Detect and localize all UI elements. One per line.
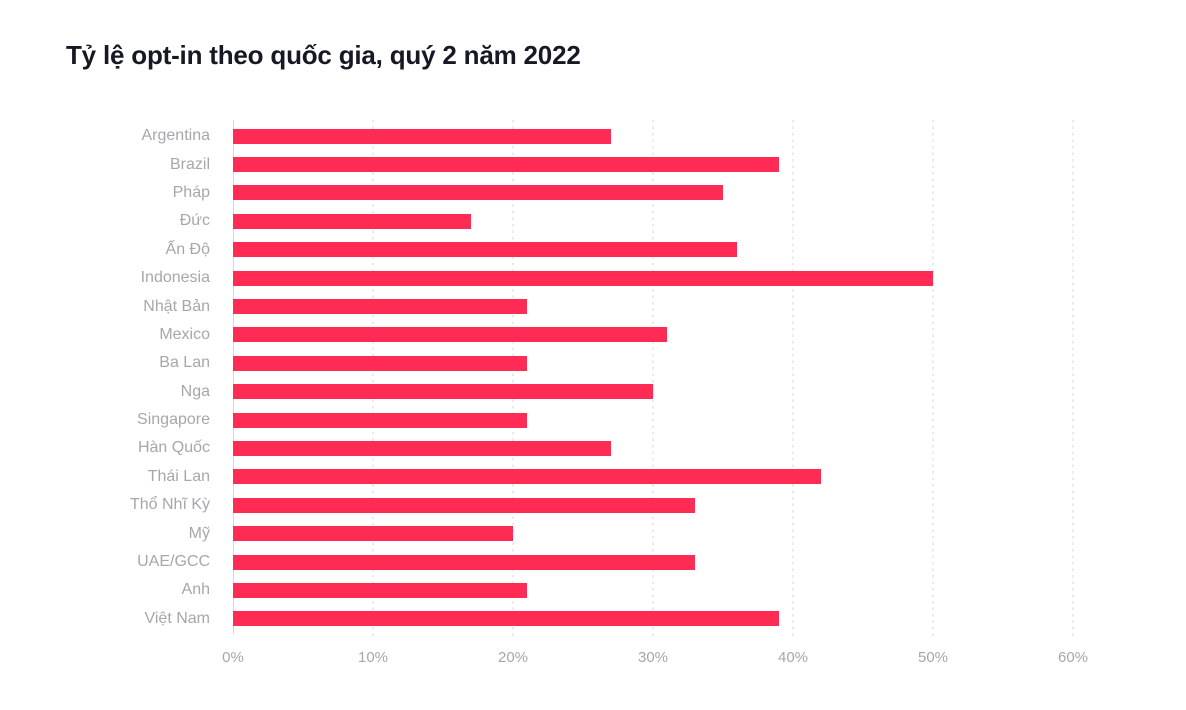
chart-row: Anh bbox=[0, 576, 1186, 604]
x-tick-label: 40% bbox=[777, 649, 809, 666]
bar bbox=[233, 582, 527, 598]
bar bbox=[233, 185, 723, 201]
bar-track bbox=[233, 327, 1186, 343]
bar-track bbox=[233, 611, 1186, 627]
x-tick-label: 0% bbox=[222, 649, 244, 666]
chart-row: Argentina bbox=[0, 122, 1186, 150]
bar-track bbox=[233, 526, 1186, 542]
category-label: Indonesia bbox=[140, 269, 210, 287]
chart-row: Nhật Bản bbox=[0, 292, 1186, 320]
chart-row: Thái Lan bbox=[0, 463, 1186, 491]
x-tick-label: 10% bbox=[357, 649, 389, 666]
bar-track bbox=[233, 412, 1186, 428]
x-tick-label: 20% bbox=[497, 649, 529, 666]
bar-track bbox=[233, 128, 1186, 144]
chart-row: UAE/GCC bbox=[0, 548, 1186, 576]
category-label: UAE/GCC bbox=[137, 553, 210, 571]
category-label: Việt Nam bbox=[144, 609, 210, 627]
chart-row: Thổ Nhĩ Kỳ bbox=[0, 491, 1186, 519]
gridline bbox=[512, 120, 514, 637]
category-label: Anh bbox=[181, 581, 210, 599]
gridline bbox=[1072, 120, 1074, 637]
bar-track bbox=[233, 185, 1186, 201]
bar-track bbox=[233, 582, 1186, 598]
bar-track bbox=[233, 469, 1186, 485]
category-label: Ấn Độ bbox=[165, 240, 210, 258]
category-label: Nga bbox=[180, 382, 210, 400]
chart-title: Tỷ lệ opt-in theo quốc gia, quý 2 năm 20… bbox=[66, 40, 581, 70]
bar-track bbox=[233, 157, 1186, 173]
bar bbox=[233, 299, 527, 315]
bar-track bbox=[233, 554, 1186, 570]
chart-row: Pháp bbox=[0, 179, 1186, 207]
bar bbox=[233, 157, 779, 173]
bar bbox=[233, 412, 527, 428]
bar-track bbox=[233, 270, 1186, 286]
category-label: Brazil bbox=[169, 155, 210, 173]
bar bbox=[233, 526, 513, 542]
bar-track bbox=[233, 299, 1186, 315]
bar-track bbox=[233, 242, 1186, 258]
chart-row: Singapore bbox=[0, 406, 1186, 434]
bar bbox=[233, 384, 653, 400]
bar bbox=[233, 242, 737, 258]
x-tick-label: 50% bbox=[917, 649, 949, 666]
category-label: Thổ Nhĩ Kỳ bbox=[129, 496, 210, 514]
category-label: Pháp bbox=[172, 183, 210, 201]
bar bbox=[233, 497, 695, 513]
chart-row: Việt Nam bbox=[0, 605, 1186, 633]
x-tick-label: 30% bbox=[637, 649, 669, 666]
x-axis: 0% 10% 20% 30% 40% 50% 60% bbox=[0, 649, 1186, 673]
bar bbox=[233, 355, 527, 371]
chart-row: Mexico bbox=[0, 321, 1186, 349]
gridline bbox=[372, 120, 374, 637]
bar bbox=[233, 270, 933, 286]
bar bbox=[233, 213, 471, 229]
category-label: Hàn Quốc bbox=[137, 439, 210, 457]
gridline bbox=[652, 120, 654, 637]
bar bbox=[233, 327, 667, 343]
category-label: Đức bbox=[179, 212, 210, 230]
category-label: Thái Lan bbox=[147, 467, 210, 485]
category-label: Mỹ bbox=[188, 524, 210, 542]
bar-track bbox=[233, 440, 1186, 456]
bar bbox=[233, 128, 611, 144]
bar-track bbox=[233, 497, 1186, 513]
bar bbox=[233, 611, 779, 627]
category-label: Ba Lan bbox=[159, 354, 210, 372]
bar bbox=[233, 469, 821, 485]
gridline-layer bbox=[0, 120, 1186, 692]
bar-track bbox=[233, 384, 1186, 400]
category-label: Nhật Bản bbox=[143, 297, 210, 315]
chart-row: Brazil bbox=[0, 150, 1186, 178]
gridline bbox=[792, 120, 794, 637]
chart-row: Ba Lan bbox=[0, 349, 1186, 377]
chart-row: Mỹ bbox=[0, 519, 1186, 547]
chart-row: Hàn Quốc bbox=[0, 434, 1186, 462]
bar-track bbox=[233, 355, 1186, 371]
bar bbox=[233, 554, 695, 570]
chart-row: Indonesia bbox=[0, 264, 1186, 292]
chart-row: Đức bbox=[0, 207, 1186, 235]
y-axis-line bbox=[233, 120, 234, 634]
bar bbox=[233, 440, 611, 456]
category-label: Singapore bbox=[137, 411, 210, 429]
chart-row: Ấn Độ bbox=[0, 236, 1186, 264]
bar-track bbox=[233, 213, 1186, 229]
x-tick-label: 60% bbox=[1057, 649, 1089, 666]
bar-chart: Argentina Brazil Pháp Đức Ấn Độ Indonesia Nhật… bbox=[0, 120, 1186, 692]
chart-rows: Argentina Brazil Pháp Đức Ấn Độ Indonesia Nhật… bbox=[0, 122, 1186, 633]
gridline bbox=[932, 120, 934, 637]
chart-row: Nga bbox=[0, 378, 1186, 406]
category-label: Mexico bbox=[159, 325, 210, 343]
category-label: Argentina bbox=[141, 127, 211, 145]
